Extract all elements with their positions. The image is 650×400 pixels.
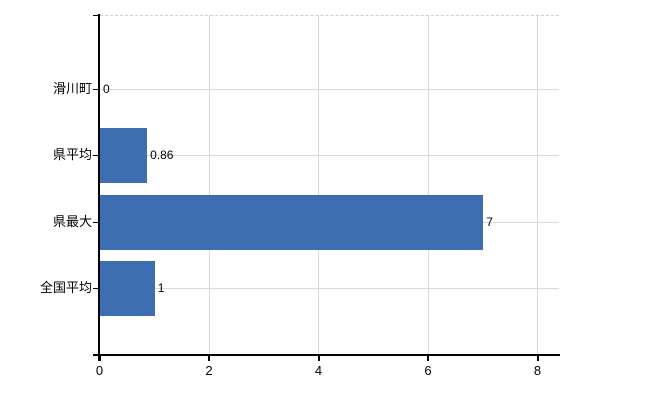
x-tick-label: 6 bbox=[424, 363, 432, 378]
y-tick bbox=[93, 288, 100, 289]
gridline-horizontal bbox=[100, 155, 559, 156]
category-label: 県平均 bbox=[52, 147, 92, 162]
gridline-horizontal bbox=[100, 89, 559, 90]
x-tick-label: 4 bbox=[314, 363, 323, 378]
value-label: 1 bbox=[157, 281, 165, 295]
category-label: 滑川町 bbox=[52, 81, 92, 96]
x-tick-label: 2 bbox=[205, 363, 213, 378]
value-label: 0 bbox=[103, 82, 110, 96]
gridline-vertical bbox=[537, 15, 538, 355]
x-tick bbox=[427, 355, 429, 361]
y-tick bbox=[93, 15, 100, 16]
gridline-horizontal bbox=[100, 288, 559, 289]
gridline-vertical bbox=[318, 15, 319, 355]
gridline-vertical bbox=[208, 15, 210, 355]
value-label: 7 bbox=[486, 215, 493, 229]
x-tick-label: 0 bbox=[95, 363, 104, 378]
gridline-vertical bbox=[427, 15, 429, 355]
x-tick bbox=[536, 355, 539, 361]
y-tick bbox=[93, 89, 100, 90]
bar bbox=[100, 260, 155, 316]
value-label: 0.86 bbox=[150, 148, 174, 162]
bar bbox=[100, 194, 484, 250]
x-tick bbox=[98, 355, 101, 361]
category-label: 全国平均 bbox=[39, 280, 92, 295]
plot-top-border bbox=[100, 15, 559, 16]
category-label: 県最大 bbox=[52, 214, 92, 229]
x-tick bbox=[208, 355, 210, 361]
bar bbox=[100, 127, 148, 183]
x-tick bbox=[317, 355, 320, 361]
x-tick-label: 8 bbox=[533, 363, 542, 378]
y-tick bbox=[93, 155, 100, 156]
y-axis bbox=[98, 14, 100, 361]
x-axis bbox=[93, 354, 560, 356]
y-tick bbox=[93, 222, 100, 223]
